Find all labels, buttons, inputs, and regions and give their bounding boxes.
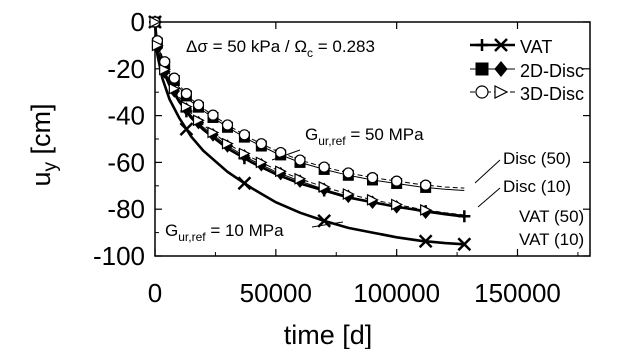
- legend-entry-2d-disc: 2D-Disc: [470, 61, 584, 81]
- axes: 0-20-40-60-80-1000 50000 100000 150000: [93, 7, 591, 308]
- x-tick-label: 100000: [353, 278, 440, 308]
- data-point: [221, 119, 234, 131]
- disc-10-label: Disc (10): [503, 177, 571, 196]
- y-tick-label: -40: [107, 101, 145, 131]
- data-point: [420, 179, 432, 191]
- disc-10-leader: [477, 187, 501, 208]
- disc-50-label: Disc (50): [503, 149, 571, 168]
- data-point: [238, 129, 251, 141]
- vat-10-label: VAT (10): [519, 230, 584, 249]
- vat-50-label: VAT (50): [519, 207, 584, 226]
- markers-layer: [148, 15, 472, 252]
- data-point: [366, 172, 379, 184]
- legend-entry-3d-disc: 3D-Disc: [470, 84, 584, 104]
- x-axis-title: time [d]: [284, 320, 373, 349]
- legend-label-3d-disc: 3D-Disc: [520, 84, 584, 104]
- y-tick-label: -80: [107, 194, 145, 224]
- data-point: [192, 99, 205, 111]
- data-point: [168, 72, 180, 84]
- gref-50-leader: [271, 149, 301, 161]
- disc-50-leader: [474, 159, 501, 184]
- legend: VAT 2D-Disc 3D-Disc: [470, 37, 584, 104]
- data-point: [255, 138, 267, 150]
- data-point: [342, 167, 354, 179]
- data-point: [366, 193, 379, 206]
- legend-symbol-diamond: [494, 61, 508, 77]
- data-point: [149, 16, 162, 28]
- series-line-vat-10-: [153, 21, 465, 246]
- data-point: [255, 156, 268, 169]
- data-point: [391, 175, 403, 187]
- data-point: [458, 210, 471, 223]
- x-tick-label: 0: [148, 278, 162, 308]
- legend-symbol-triangle-right: [494, 85, 509, 99]
- y-axis-title: uy [cm]: [26, 103, 61, 186]
- data-point: [237, 176, 252, 191]
- legend-symbol-square: [475, 62, 489, 76]
- data-point: [294, 172, 307, 185]
- data-point: [275, 165, 288, 178]
- gref-50-label: Gur,ref = 50 MPa: [305, 125, 424, 148]
- data-point: [207, 109, 219, 121]
- y-tick-label: -100: [93, 241, 145, 271]
- data-point: [275, 146, 287, 159]
- y-tick-label: 0: [131, 7, 145, 37]
- data-point: [192, 114, 205, 127]
- legend-symbol-plus: [476, 39, 488, 51]
- y-tick-label: -60: [107, 147, 145, 177]
- data-point: [457, 237, 472, 252]
- data-point: [180, 100, 193, 113]
- legend-entry-vat: VAT: [470, 37, 552, 57]
- data-point: [294, 154, 306, 166]
- data-point: [317, 214, 332, 228]
- data-point: [418, 234, 433, 249]
- legend-symbol-x: [494, 38, 508, 52]
- data-point: [180, 88, 193, 100]
- data-point: [318, 180, 331, 193]
- data-point: [151, 39, 164, 52]
- data-point: [179, 122, 194, 137]
- legend-symbol-circle: [475, 85, 489, 99]
- data-point: [342, 188, 355, 200]
- data-point: [391, 198, 404, 211]
- data-point: [238, 147, 251, 160]
- data-point: [207, 126, 220, 139]
- y-tick-label: -20: [107, 54, 145, 84]
- data-point: [168, 82, 181, 95]
- load-condition-label: Δσ = 50 kPa / Ωc = 0.283: [186, 37, 375, 60]
- data-point: [159, 63, 172, 76]
- data-point: [318, 161, 330, 173]
- legend-label-vat: VAT: [520, 37, 552, 57]
- legend-label-2d-disc: 2D-Disc: [520, 61, 584, 81]
- x-tick-label: 50000: [240, 278, 312, 308]
- x-tick-label: 150000: [474, 278, 561, 308]
- data-point: [221, 137, 234, 150]
- gref-10-leader: [311, 221, 344, 228]
- gref-10-label: Gur,ref = 10 MPa: [165, 221, 284, 244]
- data-point: [420, 203, 433, 216]
